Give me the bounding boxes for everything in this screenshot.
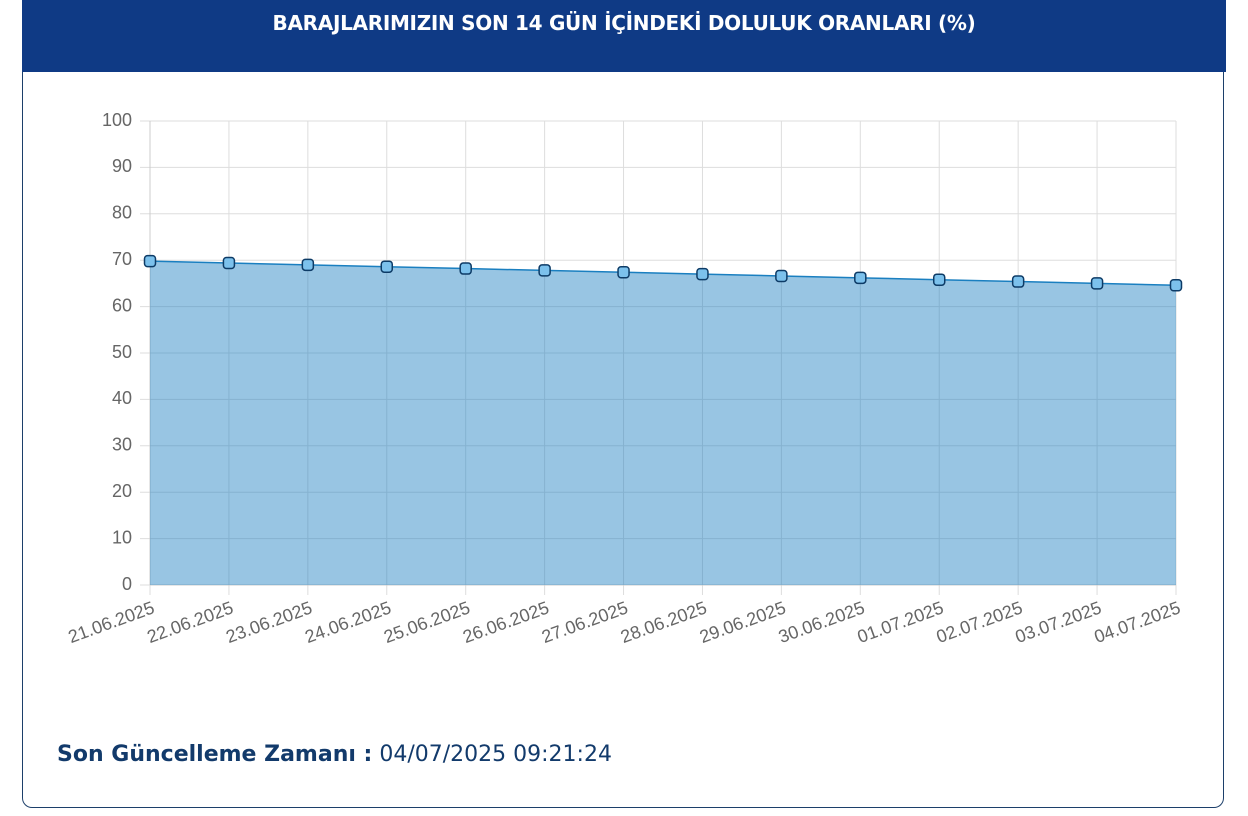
y-tick-label: 40 <box>112 388 132 408</box>
y-tick-label: 20 <box>112 481 132 501</box>
point <box>459 262 472 275</box>
point <box>617 266 630 279</box>
card <box>22 0 1224 808</box>
x-tick-label: 24.06.2025 <box>302 597 394 647</box>
point <box>538 264 551 277</box>
point <box>932 273 946 286</box>
footer: Son Güncelleme Zamanı : 04/07/2025 09:21… <box>57 742 612 767</box>
line <box>149 260 1177 287</box>
x-tick-label: 28.06.2025 <box>618 597 710 647</box>
x-tick-label: 30.06.2025 <box>776 597 868 647</box>
point <box>1011 275 1025 288</box>
y-tick-label: 60 <box>112 295 132 315</box>
point <box>1090 277 1104 290</box>
y-tick-label: 70 <box>112 249 132 269</box>
point <box>854 271 867 285</box>
point <box>222 256 236 270</box>
y-tick-label: 10 <box>112 527 132 547</box>
update-label: Son Güncelleme Zamanı : <box>57 742 373 767</box>
x-tick-label: 02.07.2025 <box>934 597 1026 647</box>
x-tick-label: 25.06.2025 <box>381 597 473 647</box>
x-tick-label: 26.06.2025 <box>460 597 552 647</box>
point <box>1169 279 1183 292</box>
x-tick-label: 03.07.2025 <box>1013 597 1105 647</box>
x-tick-label: 23.06.2025 <box>223 597 315 647</box>
point <box>775 269 788 283</box>
x-tick-label: 04.07.2025 <box>1091 597 1183 647</box>
point <box>380 260 394 273</box>
header: BARAJLARIMIZIN SON 14 GÜN İÇİNDEKİ DOLUL… <box>22 0 1226 72</box>
x-tick-label: 22.06.2025 <box>144 597 236 647</box>
x-tick-label: 29.06.2025 <box>697 597 789 647</box>
x-tick-label: 21.06.2025 <box>65 597 157 647</box>
y-tick-label: 90 <box>112 156 132 176</box>
x-tick-label: 27.06.2025 <box>539 597 631 647</box>
y-tick-label: 30 <box>112 435 132 455</box>
y-tick-label: 0 <box>122 574 132 594</box>
point <box>143 254 157 268</box>
chart-title: BARAJLARIMIZIN SON 14 GÜN İÇİNDEKİ DOLUL… <box>272 11 976 35</box>
update-time: 04/07/2025 09:21:24 <box>379 742 612 767</box>
point <box>696 267 709 281</box>
y-tick-label: 100 <box>102 110 132 130</box>
y-tick-label: 80 <box>112 203 132 223</box>
y-tick-label: 50 <box>112 342 132 362</box>
point <box>301 258 315 272</box>
area <box>150 261 1176 585</box>
x-tick-label: 01.07.2025 <box>855 597 947 647</box>
